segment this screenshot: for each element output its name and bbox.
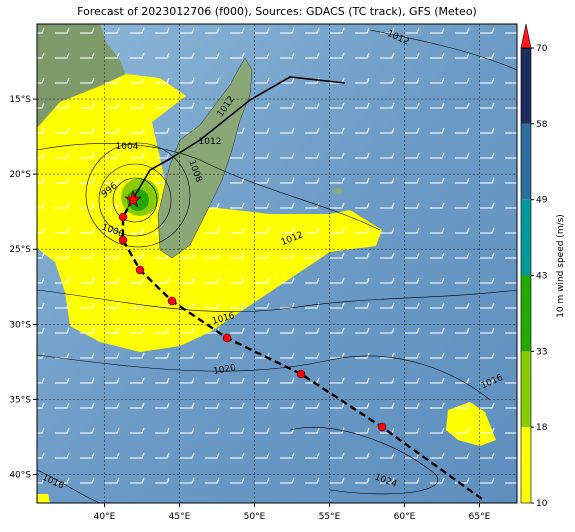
map-area: 1004 996 1000 1008 1012 1012 1012 1012 1… bbox=[37, 24, 517, 503]
lat-tick-label: 20°S bbox=[9, 170, 31, 180]
colorbar-segment bbox=[521, 351, 531, 428]
lon-tick-label: 45°E bbox=[169, 512, 191, 522]
lat-tick-label: 30°S bbox=[9, 320, 31, 330]
map-frame bbox=[36, 23, 518, 504]
colorbar-tick-label: 18 bbox=[536, 423, 548, 433]
colorbar-tick-label: 49 bbox=[536, 196, 548, 206]
lon-tick-label: 40°E bbox=[94, 512, 116, 522]
colorbar-extend bbox=[520, 23, 532, 49]
current-position bbox=[124, 190, 142, 208]
lat-tick-label: 35°S bbox=[9, 395, 31, 405]
graticule bbox=[37, 24, 517, 503]
wind-barbs bbox=[37, 24, 517, 503]
isobars bbox=[37, 29, 517, 503]
lon-tick-label: 60°E bbox=[394, 512, 416, 522]
colorbar-tick-label: 70 bbox=[536, 44, 548, 54]
isobar-label: 1020 bbox=[213, 363, 238, 377]
colorbar-segment bbox=[521, 275, 531, 352]
colorbar-tick-label: 58 bbox=[536, 120, 548, 130]
colorbar-segment bbox=[521, 199, 531, 276]
colorbar-tick-label: 43 bbox=[536, 272, 547, 282]
lon-tick-label: 65°E bbox=[469, 512, 491, 522]
lon-tick-label: 55°E bbox=[319, 512, 341, 522]
colorbar: 10 18 33 43 49 58 70 bbox=[520, 23, 548, 509]
colorbar-segment bbox=[521, 123, 531, 200]
lat-tick-label: 15°S bbox=[9, 95, 31, 105]
colorbar-label: 10 m wind speed (m/s) bbox=[556, 214, 566, 318]
track-points bbox=[118, 212, 387, 432]
lat-tick-label: 40°S bbox=[9, 470, 31, 480]
lat-tick-label: 25°S bbox=[9, 245, 31, 255]
colorbar-tick-label: 33 bbox=[536, 347, 547, 357]
colorbar-segment bbox=[521, 427, 531, 503]
madagascar bbox=[157, 57, 253, 259]
lon-tick-label: 50°E bbox=[244, 512, 266, 522]
colorbar-segment bbox=[521, 48, 531, 124]
isobar-label: 1004 bbox=[116, 142, 139, 152]
island bbox=[333, 188, 343, 194]
isobar-label: 1012 bbox=[199, 137, 222, 147]
colorbar-tick-label: 10 bbox=[536, 499, 548, 509]
title: Forecast of 2023012706 (f000), Sources: … bbox=[77, 5, 477, 18]
past-track bbox=[132, 76, 346, 200]
